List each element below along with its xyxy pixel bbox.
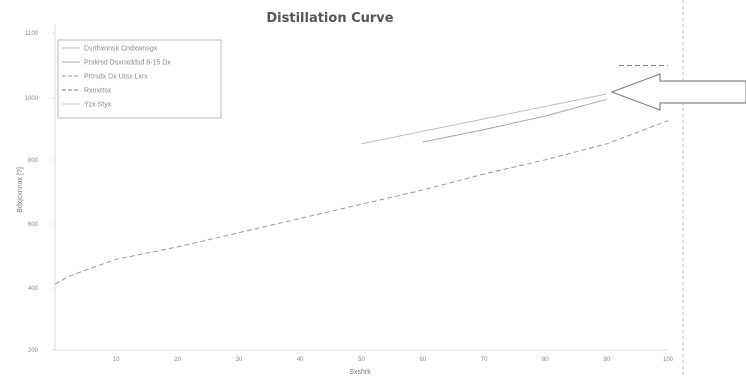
x-tick-label: 100 xyxy=(663,357,674,363)
series-line-1 xyxy=(422,98,607,143)
x-tick-labels: 10 20 30 40 50 60 70 80 90 100 xyxy=(113,357,674,363)
legend-box xyxy=(57,39,222,119)
y-tick-label: 400 xyxy=(28,286,39,292)
series-line-2 xyxy=(54,120,669,285)
y-axis-label: Bdxjcxnnax [?] xyxy=(17,167,24,213)
y-tick-label: 1100 xyxy=(25,31,39,37)
x-tick-label: 60 xyxy=(419,357,426,363)
y-tick-label: 600 xyxy=(28,222,39,228)
legend-label: Yzx Styx xyxy=(84,102,112,109)
legend-label: Prtrsdx Dx Utsx Lxrx xyxy=(84,74,148,81)
x-tick-label: 70 xyxy=(481,357,488,363)
y-tick-label: 1000 xyxy=(25,96,39,102)
chart-title: Distillation Curve xyxy=(266,11,393,26)
series-layer xyxy=(54,65,669,285)
x-tick-label: 30 xyxy=(236,357,243,363)
y-tick-labels: 1100 1000 800 600 400 200 xyxy=(25,31,55,354)
series-line-0 xyxy=(361,93,607,145)
x-tick-label: 20 xyxy=(174,357,181,363)
annotation-arrow xyxy=(610,73,746,111)
legend-label: Rxnxrtsx xyxy=(84,88,112,95)
x-tick-label: 40 xyxy=(297,357,304,363)
x-tick-label: 80 xyxy=(542,357,549,363)
legend-label: Dsrthxnnsk Cndxwnsgx xyxy=(84,46,158,53)
x-tick-label: 10 xyxy=(113,357,120,363)
x-tick-label: 90 xyxy=(603,357,610,363)
y-tick-label: 800 xyxy=(28,158,39,164)
y-tick-label: 200 xyxy=(28,348,39,354)
arrow-shape xyxy=(610,73,746,111)
x-tick-label: 50 xyxy=(358,357,365,363)
x-axis-label: Sxshrk xyxy=(349,369,371,376)
chart-legend: Dsrthxnnsk Cndxwnsgx Prxkrsd Dsxnxddsd 8-… xyxy=(57,39,222,119)
legend-label: Prxkrsd Dsxnxddsd 8-15 Dx xyxy=(84,60,171,67)
